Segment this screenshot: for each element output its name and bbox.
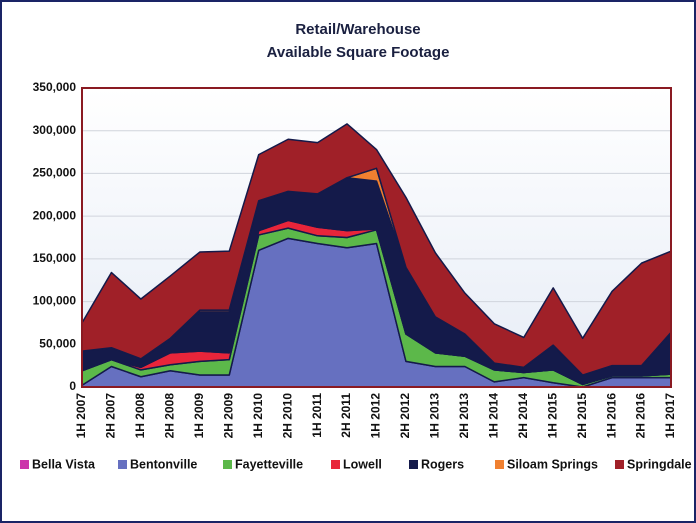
x-tick-label: 1H 2017 — [663, 393, 677, 439]
x-tick-label: 2H 2008 — [163, 393, 177, 439]
plot-border — [81, 87, 672, 388]
x-tick-label: 1H 2013 — [428, 393, 442, 439]
y-tick-label: 200,000 — [33, 208, 77, 222]
y-tick-label: 100,000 — [33, 294, 77, 308]
x-tick-label: 1H 2015 — [545, 393, 559, 439]
legend-swatch — [331, 460, 340, 469]
legend-text: Fayetteville — [235, 457, 303, 471]
legend-text: Bentonville — [130, 457, 197, 471]
x-tick-label: 2H 2015 — [575, 393, 589, 439]
chart-subtitle: Available Square Footage — [267, 44, 450, 61]
x-tick-label: 2H 2009 — [221, 393, 235, 439]
x-tick-label: 1H 2012 — [369, 393, 383, 439]
x-tick-label: 2H 2016 — [634, 393, 648, 439]
legend-text: Bella Vista — [32, 457, 96, 471]
y-tick-label: 300,000 — [33, 123, 77, 137]
x-tick-label: 1H 2008 — [133, 393, 147, 439]
y-tick-label: 250,000 — [33, 166, 77, 180]
legend-swatch — [615, 460, 624, 469]
legend-text: Springdale — [627, 457, 692, 471]
legend-text: Rogers — [421, 457, 464, 471]
y-tick-label: 0 — [69, 379, 76, 393]
x-tick-label: 2H 2014 — [516, 393, 530, 439]
legend-text: Lowell — [343, 457, 382, 471]
legend-swatch — [118, 460, 127, 469]
chart-title: Retail/Warehouse — [295, 21, 420, 38]
x-tick-label: 2H 2007 — [104, 393, 118, 439]
legend-text: Siloam Springs — [507, 457, 598, 471]
x-tick-label: 2H 2012 — [398, 393, 412, 439]
y-tick-label: 350,000 — [33, 80, 77, 94]
y-tick-label: 50,000 — [39, 336, 76, 350]
legend-swatch — [495, 460, 504, 469]
x-tick-label: 1H 2007 — [74, 393, 88, 439]
x-tick-label: 2H 2011 — [339, 393, 353, 438]
x-tick-label: 2H 2010 — [280, 393, 294, 439]
legend-swatch — [20, 460, 29, 469]
x-tick-label: 1H 2014 — [486, 393, 500, 439]
x-tick-label: 1H 2010 — [251, 393, 265, 439]
y-tick-label: 150,000 — [33, 251, 77, 265]
legend-swatch — [223, 460, 232, 469]
legend-swatch — [409, 460, 418, 469]
x-tick-label: 2H 2013 — [457, 393, 471, 439]
x-tick-label: 1H 2009 — [192, 393, 206, 439]
x-tick-label: 1H 2016 — [604, 393, 618, 439]
x-tick-label: 1H 2011 — [310, 393, 324, 438]
